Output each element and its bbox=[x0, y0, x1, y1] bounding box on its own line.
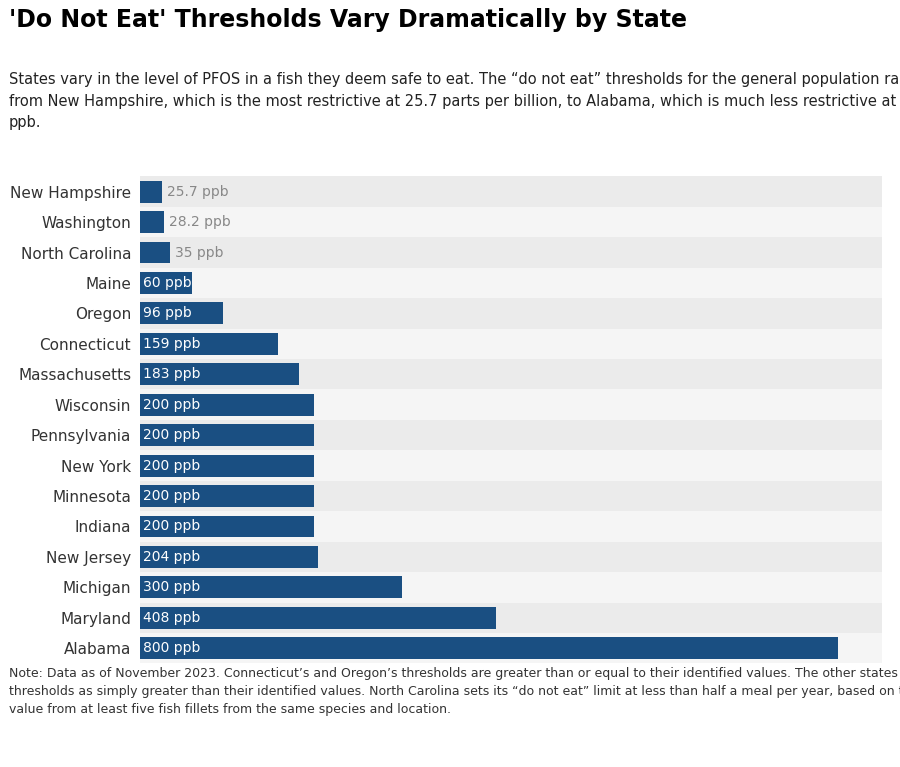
Text: 204 ppb: 204 ppb bbox=[143, 550, 200, 564]
Text: 200 ppb: 200 ppb bbox=[143, 398, 200, 412]
Bar bbox=[140, 268, 882, 298]
Bar bbox=[140, 242, 170, 264]
Text: 408 ppb: 408 ppb bbox=[143, 611, 201, 625]
Text: Note: Data as of November 2023. Connecticut’s and Oregon’s thresholds are greate: Note: Data as of November 2023. Connecti… bbox=[9, 667, 900, 716]
Bar bbox=[140, 390, 882, 420]
Bar bbox=[140, 359, 882, 390]
Text: 183 ppb: 183 ppb bbox=[143, 367, 201, 381]
Text: 35 ppb: 35 ppb bbox=[176, 245, 224, 259]
Bar bbox=[140, 176, 882, 207]
Text: 60 ppb: 60 ppb bbox=[143, 276, 192, 290]
Text: 25.7 ppb: 25.7 ppb bbox=[167, 185, 229, 199]
Bar bbox=[140, 328, 882, 359]
Bar bbox=[140, 512, 882, 542]
Text: States vary in the level of PFOS in a fish they deem safe to eat. The “do not ea: States vary in the level of PFOS in a fi… bbox=[9, 72, 900, 130]
Text: 96 ppb: 96 ppb bbox=[143, 306, 192, 321]
Bar bbox=[140, 546, 318, 568]
Text: 200 ppb: 200 ppb bbox=[143, 489, 200, 503]
Text: 159 ppb: 159 ppb bbox=[143, 337, 201, 351]
Bar bbox=[140, 481, 882, 512]
Bar bbox=[140, 393, 314, 416]
Text: 28.2 ppb: 28.2 ppb bbox=[169, 215, 231, 229]
Text: 200 ppb: 200 ppb bbox=[143, 519, 200, 534]
Bar bbox=[140, 207, 882, 237]
Bar bbox=[140, 424, 314, 446]
Bar bbox=[140, 450, 882, 481]
Bar bbox=[140, 576, 401, 598]
Bar bbox=[140, 302, 223, 324]
Bar bbox=[140, 542, 882, 572]
Bar bbox=[140, 603, 882, 633]
Bar bbox=[140, 211, 164, 233]
Bar bbox=[140, 181, 162, 202]
Text: 200 ppb: 200 ppb bbox=[143, 459, 200, 472]
Bar bbox=[140, 455, 314, 476]
Bar bbox=[140, 485, 314, 507]
Bar bbox=[140, 637, 838, 659]
Bar bbox=[140, 298, 882, 328]
Bar bbox=[140, 572, 882, 603]
Text: 200 ppb: 200 ppb bbox=[143, 428, 200, 442]
Bar bbox=[140, 237, 882, 268]
Bar bbox=[140, 420, 882, 450]
Text: 300 ppb: 300 ppb bbox=[143, 581, 200, 594]
Bar bbox=[140, 607, 496, 629]
Bar bbox=[140, 333, 278, 355]
Bar bbox=[140, 364, 300, 385]
Bar bbox=[140, 633, 882, 663]
Text: 800 ppb: 800 ppb bbox=[143, 641, 201, 655]
Bar bbox=[140, 272, 192, 294]
Text: 'Do Not Eat' Thresholds Vary Dramatically by State: 'Do Not Eat' Thresholds Vary Dramaticall… bbox=[9, 8, 687, 31]
Bar bbox=[140, 515, 314, 538]
